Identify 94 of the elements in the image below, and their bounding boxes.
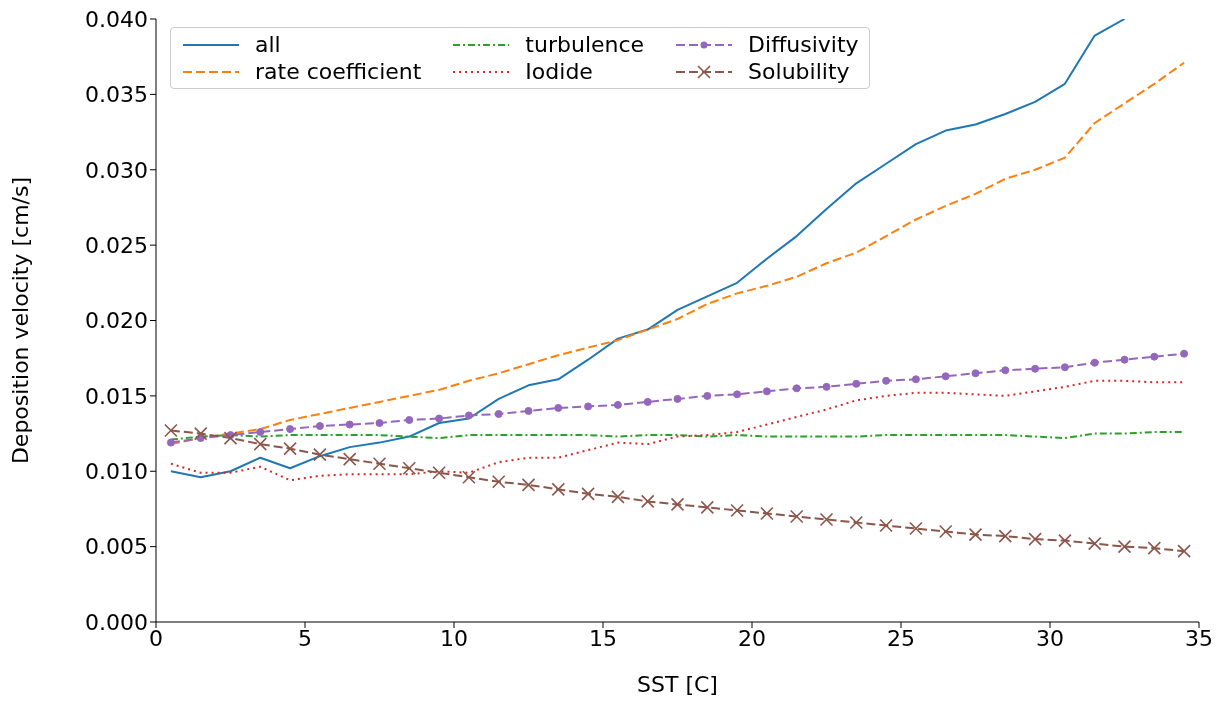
x-tick-label: 35 <box>1185 625 1213 651</box>
point <box>733 390 742 399</box>
point <box>1117 539 1132 554</box>
line-series <box>169 19 1126 479</box>
y-axis-title: Deposition velocity [cm/s] <box>7 176 33 465</box>
point <box>730 503 744 518</box>
point <box>464 411 473 420</box>
point <box>372 456 387 471</box>
legend-label: rate coefficient <box>255 59 422 84</box>
legend-label: Solubility <box>748 59 850 84</box>
point <box>432 465 446 480</box>
y-tick-label: 0.015 <box>85 383 148 409</box>
point <box>670 497 685 512</box>
point <box>703 391 712 400</box>
y-tick-label: 0.025 <box>85 232 148 258</box>
point <box>405 416 414 424</box>
point <box>491 475 506 489</box>
y-tick-label: 0.030 <box>85 157 148 183</box>
point <box>313 447 327 462</box>
point <box>700 500 715 515</box>
point <box>223 431 238 445</box>
point <box>613 400 622 409</box>
point <box>822 382 831 391</box>
point <box>909 521 923 536</box>
point <box>164 423 178 438</box>
point <box>1090 358 1099 367</box>
point <box>879 518 893 533</box>
point <box>1147 541 1162 555</box>
point <box>375 419 384 428</box>
x-tick-label: 25 <box>887 625 915 651</box>
x-tick-label: 10 <box>440 625 468 651</box>
point <box>938 524 953 539</box>
point <box>315 422 324 431</box>
point <box>1120 355 1129 364</box>
point <box>1001 366 1010 375</box>
point <box>551 482 566 497</box>
legend-label: turbulence <box>525 32 645 57</box>
y-tick-label: 0.005 <box>85 534 148 560</box>
point <box>998 529 1013 543</box>
point <box>524 406 533 415</box>
point <box>971 369 980 378</box>
y-tick-label: 0.035 <box>85 82 148 108</box>
point <box>643 397 652 406</box>
point <box>911 375 920 384</box>
point <box>581 487 595 501</box>
legend-label: Iodide <box>525 59 593 84</box>
legend-label: all <box>255 32 281 57</box>
x-tick-label: 30 <box>1036 625 1064 651</box>
point <box>852 379 861 388</box>
point <box>1060 363 1069 372</box>
point <box>584 402 593 411</box>
point <box>673 394 682 403</box>
y-tick-label: 0.010 <box>85 459 148 485</box>
point <box>166 438 175 447</box>
point <box>789 509 804 524</box>
point <box>402 461 417 476</box>
point <box>762 387 771 396</box>
point <box>1087 536 1102 551</box>
x-tick-label: 0 <box>149 625 163 651</box>
y-tick-label: 0.020 <box>85 308 148 334</box>
legend-label: Diffusivity <box>748 32 859 57</box>
point <box>1031 364 1040 373</box>
point <box>1058 533 1072 548</box>
point <box>193 426 208 441</box>
point <box>760 506 774 521</box>
point <box>256 428 265 437</box>
y-tick-label: 0.000 <box>85 609 148 635</box>
y-tick-label: 0.040 <box>85 6 148 32</box>
point <box>968 527 983 542</box>
point <box>253 437 268 451</box>
point <box>521 478 536 492</box>
point <box>283 441 297 456</box>
point <box>640 494 655 509</box>
point <box>1150 352 1159 361</box>
point <box>611 490 625 504</box>
point <box>345 420 354 429</box>
x-tick-label: 5 <box>298 625 312 651</box>
x-tick-label: 15 <box>589 625 617 651</box>
point <box>792 384 801 393</box>
point <box>882 376 891 385</box>
point <box>1177 544 1191 558</box>
point <box>554 403 563 412</box>
point <box>286 425 295 434</box>
point <box>462 470 476 485</box>
point <box>494 409 503 418</box>
point <box>941 372 950 381</box>
point <box>1180 349 1189 358</box>
x-axis-title: SST [C] <box>637 672 718 697</box>
point <box>849 515 864 530</box>
point <box>1028 532 1042 546</box>
point <box>342 452 357 466</box>
point <box>435 414 444 423</box>
point <box>819 512 834 527</box>
x-tick-label: 20 <box>738 625 766 651</box>
